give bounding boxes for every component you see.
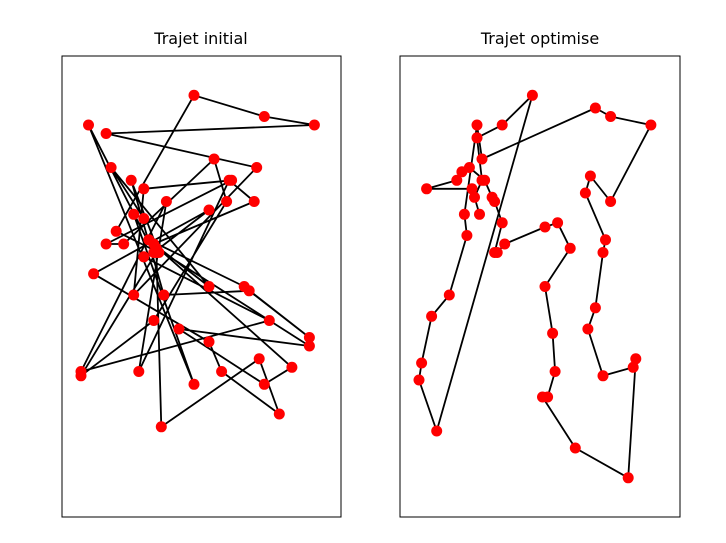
city-point-initial-46 [158, 289, 170, 301]
panel-optimized-route: Trajet optimise [399, 29, 681, 518]
city-point-initial-5 [128, 289, 140, 301]
city-point-initial-33 [216, 366, 228, 377]
city-point-initial-4 [251, 162, 263, 173]
city-point-initial-47 [125, 174, 137, 186]
city-point-optimized-30 [597, 370, 609, 382]
city-point-optimized-47 [416, 357, 428, 369]
city-point-initial-38 [303, 340, 315, 352]
city-point-initial-48 [153, 247, 165, 258]
city-point-initial-23 [203, 281, 215, 292]
panel-initial-route: Trajet initial [61, 29, 342, 518]
city-point-initial-24 [105, 162, 117, 173]
city-point-optimized-37 [605, 196, 617, 207]
city-point-initial-19 [133, 366, 145, 377]
city-point-initial-31 [88, 268, 100, 280]
city-point-initial-28 [83, 119, 94, 131]
city-point-optimized-33 [597, 247, 609, 258]
city-point-optimized-49 [431, 425, 443, 437]
city-point-optimized-36 [584, 170, 596, 182]
city-point-optimized-44 [461, 230, 473, 241]
city-point-optimized-25 [537, 391, 548, 403]
city-point-initial-27 [188, 378, 200, 390]
city-point-optimized-26 [569, 442, 581, 454]
city-point-optimized-13 [489, 196, 501, 207]
city-point-optimized-46 [426, 310, 438, 322]
city-point-initial-26 [128, 208, 140, 220]
city-point-optimized-39 [605, 111, 617, 122]
city-point-initial-8 [100, 238, 112, 250]
city-point-optimized-41 [476, 153, 488, 165]
city-point-initial-45 [243, 285, 255, 297]
city-point-optimized-14 [496, 217, 508, 229]
city-point-initial-11 [221, 196, 233, 207]
city-point-optimized-10 [463, 162, 475, 173]
city-point-optimized-5 [474, 208, 485, 220]
city-point-initial-39 [173, 323, 185, 335]
city-point-initial-21 [248, 196, 260, 207]
city-point-initial-12 [148, 315, 160, 326]
city-point-optimized-4 [469, 191, 480, 203]
route-marks-optimized [413, 89, 657, 484]
city-point-initial-6 [138, 183, 150, 195]
city-point-initial-3 [100, 128, 112, 139]
city-point-optimized-48 [413, 374, 425, 386]
city-point-optimized-22 [547, 327, 559, 339]
city-point-optimized-0 [526, 89, 538, 101]
city-point-optimized-29 [627, 361, 639, 373]
city-point-initial-44 [303, 332, 315, 343]
city-point-optimized-16 [491, 247, 503, 258]
city-point-optimized-34 [600, 234, 611, 246]
city-point-initial-2 [308, 119, 320, 131]
city-point-initial-34 [273, 408, 285, 420]
panel-title-optimized: Trajet optimise [480, 29, 599, 48]
city-point-initial-49 [110, 225, 122, 237]
city-point-optimized-17 [499, 238, 511, 250]
route-marks-initial [75, 89, 320, 433]
city-point-initial-30 [203, 204, 215, 216]
city-point-optimized-11 [479, 174, 491, 186]
panel-title-initial: Trajet initial [153, 29, 247, 48]
city-point-optimized-21 [539, 281, 551, 292]
city-point-initial-10 [208, 153, 220, 165]
city-point-optimized-40 [589, 102, 601, 114]
city-point-optimized-20 [564, 242, 576, 254]
city-point-optimized-1 [496, 119, 508, 131]
city-point-optimized-19 [552, 217, 564, 229]
city-point-optimized-6 [466, 183, 478, 195]
city-point-initial-9 [118, 238, 130, 250]
city-point-initial-25 [138, 213, 150, 224]
city-point-initial-42 [143, 234, 155, 246]
city-point-optimized-45 [443, 289, 455, 301]
city-point-initial-36 [155, 421, 167, 433]
city-point-initial-0 [188, 89, 200, 101]
city-point-initial-20 [223, 174, 235, 186]
city-point-initial-17 [75, 366, 87, 377]
city-point-optimized-23 [549, 366, 561, 377]
city-point-optimized-8 [451, 174, 463, 186]
city-point-optimized-27 [622, 472, 634, 484]
city-point-optimized-42 [471, 119, 483, 131]
city-point-initial-15 [138, 251, 150, 263]
city-point-optimized-2 [471, 132, 483, 144]
city-point-initial-1 [258, 111, 270, 122]
city-point-optimized-38 [645, 119, 657, 131]
city-point-optimized-43 [458, 208, 470, 220]
city-point-initial-32 [203, 336, 215, 348]
city-point-optimized-35 [579, 187, 591, 199]
city-point-optimized-7 [421, 183, 433, 195]
city-point-optimized-28 [630, 353, 642, 365]
city-point-optimized-31 [582, 323, 594, 335]
city-point-initial-16 [263, 315, 275, 326]
city-point-initial-41 [286, 361, 298, 373]
city-point-initial-40 [258, 378, 270, 390]
city-point-optimized-32 [589, 302, 601, 314]
city-point-initial-35 [253, 353, 265, 365]
city-point-optimized-18 [539, 221, 551, 233]
city-point-initial-18 [160, 196, 172, 207]
